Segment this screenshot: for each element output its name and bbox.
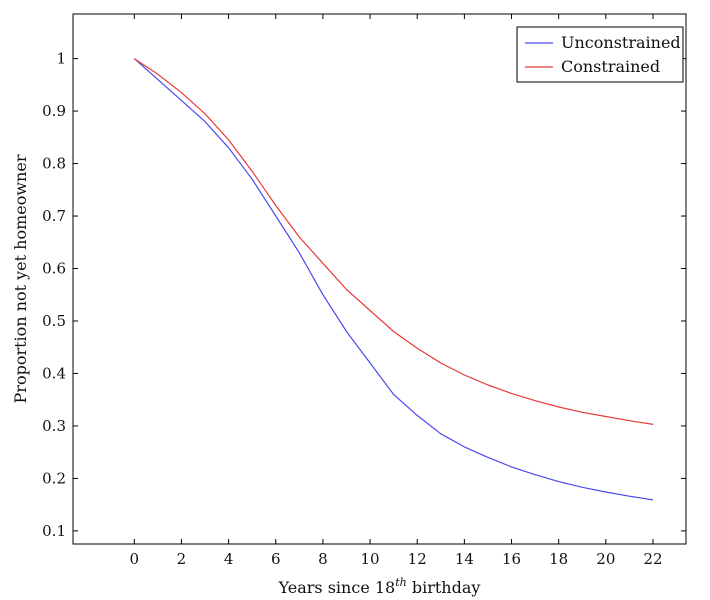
x-tick-label: 10	[361, 550, 380, 568]
legend: Unconstrained Constrained	[516, 26, 684, 83]
x-tick-label: 16	[502, 550, 521, 568]
legend-label-unconstrained: Unconstrained	[561, 33, 681, 52]
y-axis-label: Proportion not yet homeowner	[11, 154, 30, 403]
x-axis-label-superscript: th	[395, 576, 407, 589]
x-tick-label: 12	[408, 550, 427, 568]
series-line-constrained	[133, 58, 654, 425]
series-layer	[133, 58, 654, 501]
x-tick-label: 20	[596, 550, 615, 568]
y-tick-label: 1	[56, 50, 66, 68]
y-tick-label: 0.7	[42, 207, 66, 225]
x-axis-ticks: 0 2 4 6 8 10 12 14 16 18 20 22	[130, 14, 663, 568]
x-tick-label: 6	[271, 550, 281, 568]
legend-label-constrained: Constrained	[561, 57, 660, 76]
legend-box	[516, 26, 684, 83]
x-axis-label: Years since 18th birthday	[278, 576, 481, 597]
x-axis-label-tail: birthday	[407, 578, 481, 597]
y-tick-label: 0.9	[42, 102, 66, 120]
plot-area	[72, 13, 687, 545]
y-tick-label: 0.5	[42, 312, 66, 330]
x-tick-label: 2	[177, 550, 187, 568]
y-tick-label: 0.4	[42, 364, 66, 382]
y-tick-label: 0.3	[42, 417, 66, 435]
y-tick-label: 0.1	[42, 522, 66, 540]
y-tick-label: 0.8	[42, 155, 66, 173]
x-tick-label: 8	[318, 550, 328, 568]
x-tick-label: 0	[130, 550, 140, 568]
y-axis-ticks: 0.1 0.2 0.3 0.4 0.5 0.6 0.7 0.8 0.9 1	[42, 50, 686, 540]
y-tick-label: 0.6	[42, 260, 66, 278]
series-line-unconstrained	[133, 58, 654, 501]
x-tick-label: 14	[455, 550, 474, 568]
x-axis-label-main: Years since 18	[278, 578, 396, 597]
x-tick-label: 18	[549, 550, 568, 568]
x-tick-label: 4	[224, 550, 234, 568]
x-tick-label: 22	[643, 550, 662, 568]
plot-frame	[72, 13, 687, 545]
y-tick-label: 0.2	[42, 469, 66, 487]
